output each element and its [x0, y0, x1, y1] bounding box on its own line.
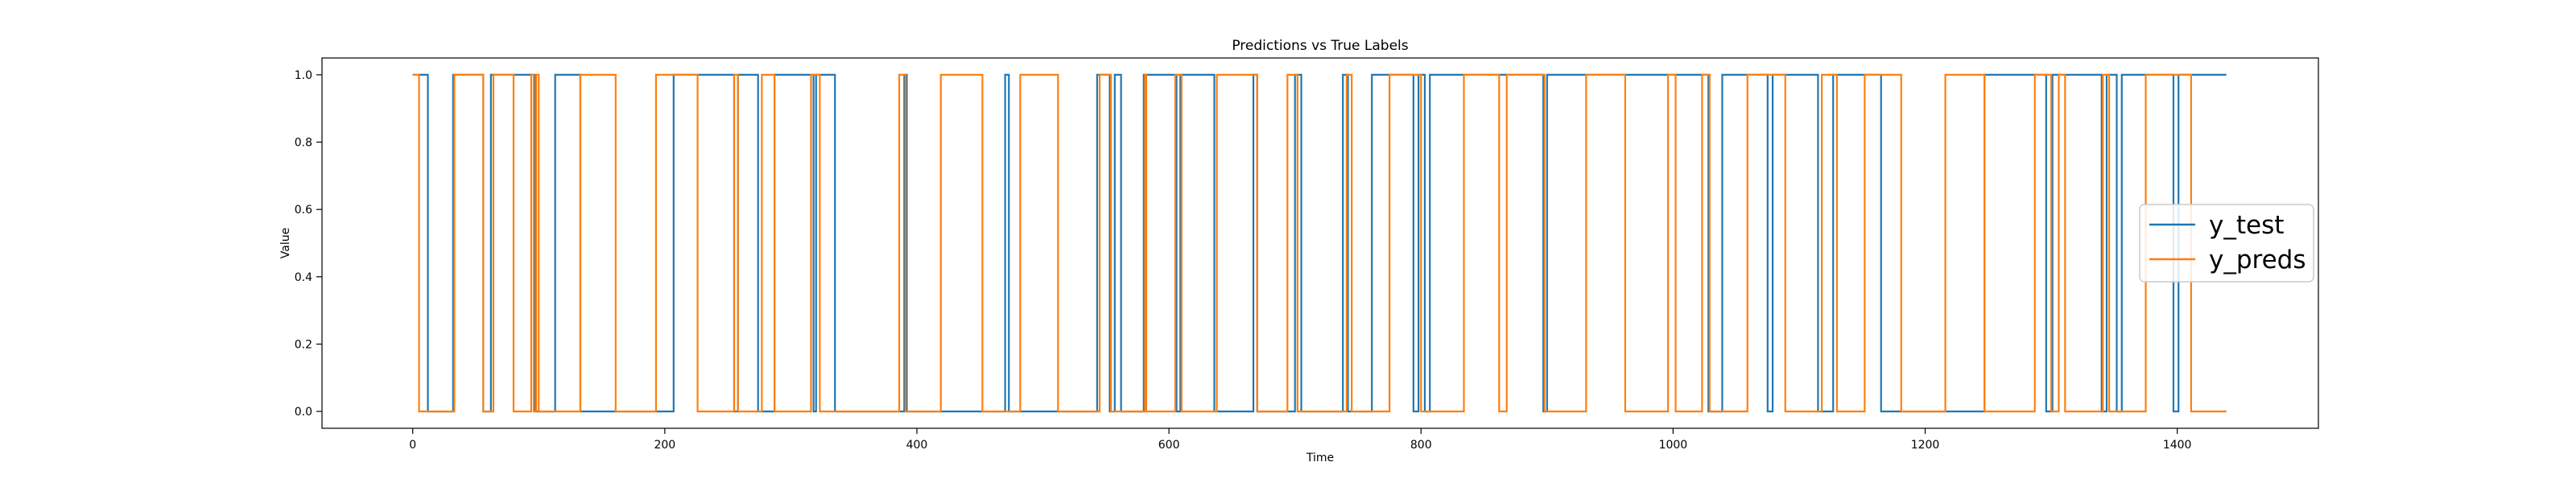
series-layer [412, 73, 2227, 413]
x-tick-label: 200 [654, 439, 675, 452]
y-tick-label: 0.4 [295, 271, 312, 284]
x-tick-label: 1400 [2163, 439, 2192, 452]
y-tick-label: 0.2 [295, 338, 312, 351]
y-axis-label: Value [279, 228, 292, 258]
x-tick-label: 0 [409, 439, 416, 452]
series-line-y-test [412, 73, 2227, 413]
legend: y_test y_preds [2139, 204, 2314, 283]
legend-label-y-preds: y_preds [2209, 246, 2306, 275]
legend-label-y-test: y_test [2209, 211, 2284, 240]
y-tick-label: 0.6 [295, 204, 312, 217]
x-tick-label: 1000 [1659, 439, 1688, 452]
series-line-y-preds [412, 73, 2227, 413]
x-tick-label: 400 [906, 439, 928, 452]
y-axis-ticks: 0.0 0.2 0.4 0.6 0.8 1.0 [295, 69, 322, 419]
x-axis-label: Time [1306, 452, 1334, 464]
x-tick-label: 800 [1410, 439, 1432, 452]
y-tick-label: 0.8 [295, 137, 312, 150]
y-tick-label: 1.0 [295, 69, 312, 82]
chart-title: Predictions vs True Labels [1232, 38, 1408, 54]
x-tick-label: 600 [1158, 439, 1180, 452]
plot-frame [321, 57, 2319, 429]
x-tick-label: 1200 [1911, 439, 1940, 452]
y-tick-label: 0.0 [295, 406, 312, 419]
x-axis-ticks: 0 200 400 600 800 1000 1200 1400 [409, 428, 2191, 452]
